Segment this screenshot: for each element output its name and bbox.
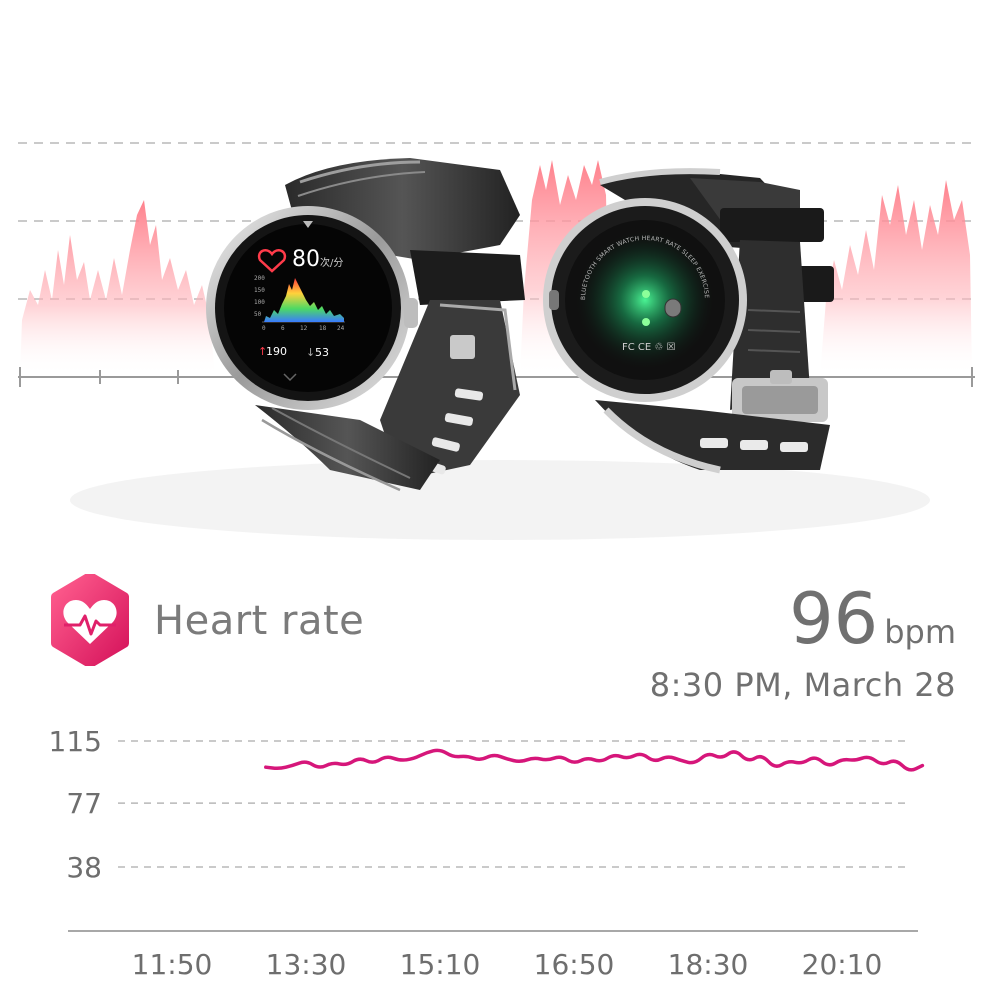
y-tick-label: 38 bbox=[66, 851, 102, 884]
sensor-led bbox=[642, 290, 650, 298]
watch-x-tick: 24 bbox=[337, 325, 345, 332]
watch-min-value: 53 bbox=[315, 346, 329, 359]
hero-waveform bbox=[20, 200, 215, 376]
watch-max-arrow-icon: ↑ bbox=[258, 345, 267, 358]
watch-x-tick: 18 bbox=[319, 325, 327, 332]
product-hero: 80 次/分 200 150 100 50 0 6 12 18 24 ↑ 190… bbox=[0, 0, 975, 540]
heart-rate-series-line bbox=[264, 748, 925, 772]
reading-timestamp: 8:30 PM, March 28 bbox=[649, 666, 956, 704]
x-tick-label: 16:50 bbox=[534, 948, 615, 981]
watch-x-tick: 12 bbox=[300, 325, 308, 332]
x-tick-label: 18:30 bbox=[668, 948, 749, 981]
sensor-window bbox=[664, 298, 682, 318]
watch-x-tick: 0 bbox=[262, 325, 266, 332]
y-tick-label: 115 bbox=[49, 725, 102, 758]
watch-y-tick: 100 bbox=[254, 299, 265, 306]
bpm-value: 96 bbox=[789, 578, 879, 660]
watch-chevron-down-icon bbox=[283, 373, 297, 382]
watch-min-arrow-icon: ↓ bbox=[306, 346, 315, 359]
watch-front: 80 次/分 200 150 100 50 0 6 12 18 24 ↑ 190… bbox=[206, 158, 525, 492]
watch-max-value: 190 bbox=[266, 345, 287, 358]
x-tick-label: 20:10 bbox=[802, 948, 883, 981]
watch-heart-value: 80 bbox=[292, 247, 320, 272]
bpm-unit: bpm bbox=[884, 613, 956, 651]
watch-hr-graph bbox=[264, 278, 344, 322]
y-tick-label: 77 bbox=[66, 787, 102, 820]
bpm-readout: 96 bpm bbox=[789, 584, 956, 654]
watch-y-tick: 200 bbox=[254, 275, 265, 282]
watch-heart-icon bbox=[257, 249, 287, 273]
hero-waveform-right-2 bbox=[820, 180, 972, 376]
x-tick-label: 13:30 bbox=[266, 948, 347, 981]
watch-heart-unit: 次/分 bbox=[320, 256, 343, 269]
heart-rate-chart: 115 77 38 11:50 13:30 15:10 16:50 18:30 20:10 bbox=[0, 720, 1000, 1000]
watch-screen: 80 次/分 200 150 100 50 0 6 12 18 24 ↑ 190… bbox=[254, 247, 345, 382]
watch-y-tick: 50 bbox=[254, 311, 262, 318]
watch-back-cert-marks: FC CE ♲ ☒ bbox=[622, 342, 676, 353]
x-tick-label: 11:50 bbox=[132, 948, 213, 981]
watch-y-tick: 150 bbox=[254, 287, 265, 294]
sensor-led bbox=[642, 318, 650, 326]
heart-rate-label: Heart rate bbox=[154, 598, 365, 644]
x-tick-label: 15:10 bbox=[400, 948, 481, 981]
watch-x-tick: 6 bbox=[281, 325, 285, 332]
heart-pulse-icon bbox=[44, 572, 136, 668]
